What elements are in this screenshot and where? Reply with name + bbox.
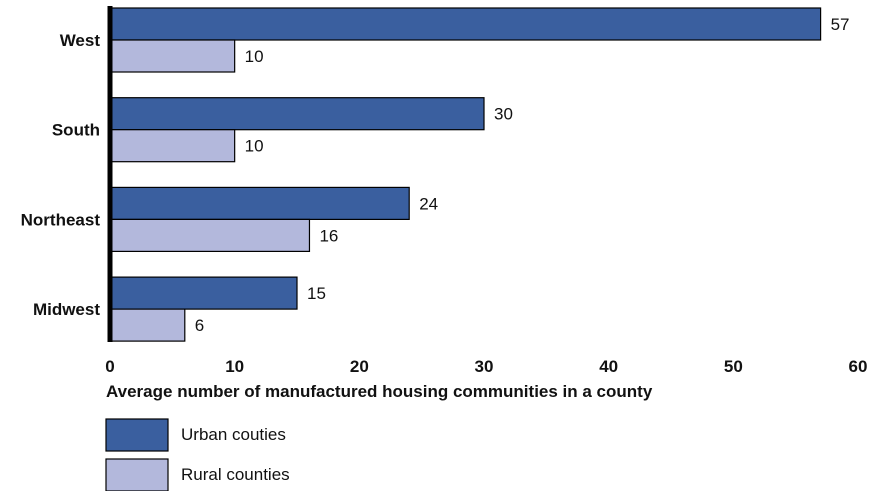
bars-group [109, 7, 822, 342]
value-label-south-urban: 30 [494, 105, 513, 124]
x-tick-label-40: 40 [599, 357, 618, 376]
category-label-south: South [52, 121, 100, 140]
x-tick-label-0: 0 [105, 357, 114, 376]
value-label-west-urban: 57 [831, 15, 850, 34]
bar-south-rural [109, 129, 236, 163]
legend-swatch-rural [105, 458, 169, 491]
value-label-west-rural: 10 [245, 47, 264, 66]
bar-west-urban [109, 7, 822, 41]
x-tick-labels-group: 0 10 20 30 40 50 60 [105, 357, 867, 376]
bar-northeast-urban [109, 186, 410, 220]
legend-label-urban: Urban couties [181, 425, 286, 444]
category-labels-group: West South Northeast Midwest [21, 31, 101, 319]
category-label-midwest: Midwest [33, 300, 100, 319]
legend: Urban couties Rural counties [105, 418, 290, 491]
bar-midwest-rural [109, 308, 186, 342]
value-labels-group: 57 10 30 10 24 16 15 6 [195, 15, 850, 335]
legend-swatch-urban [105, 418, 169, 452]
x-tick-label-60: 60 [849, 357, 868, 376]
x-tick-label-50: 50 [724, 357, 743, 376]
category-label-west: West [60, 31, 101, 50]
bar-northeast-rural [109, 218, 311, 252]
value-label-midwest-urban: 15 [307, 284, 326, 303]
value-label-northeast-rural: 16 [319, 226, 338, 245]
bar-midwest-urban [109, 276, 298, 310]
legend-label-rural: Rural counties [181, 465, 290, 484]
value-label-northeast-urban: 24 [419, 194, 438, 213]
category-label-northeast: Northeast [21, 210, 101, 229]
x-tick-label-30: 30 [475, 357, 494, 376]
x-tick-label-20: 20 [350, 357, 369, 376]
x-tick-label-10: 10 [225, 357, 244, 376]
x-axis-title: Average number of manufactured housing c… [106, 382, 653, 401]
bar-west-rural [109, 39, 236, 73]
value-label-midwest-rural: 6 [195, 316, 204, 335]
value-label-south-rural: 10 [245, 137, 264, 156]
bar-south-urban [109, 97, 485, 131]
